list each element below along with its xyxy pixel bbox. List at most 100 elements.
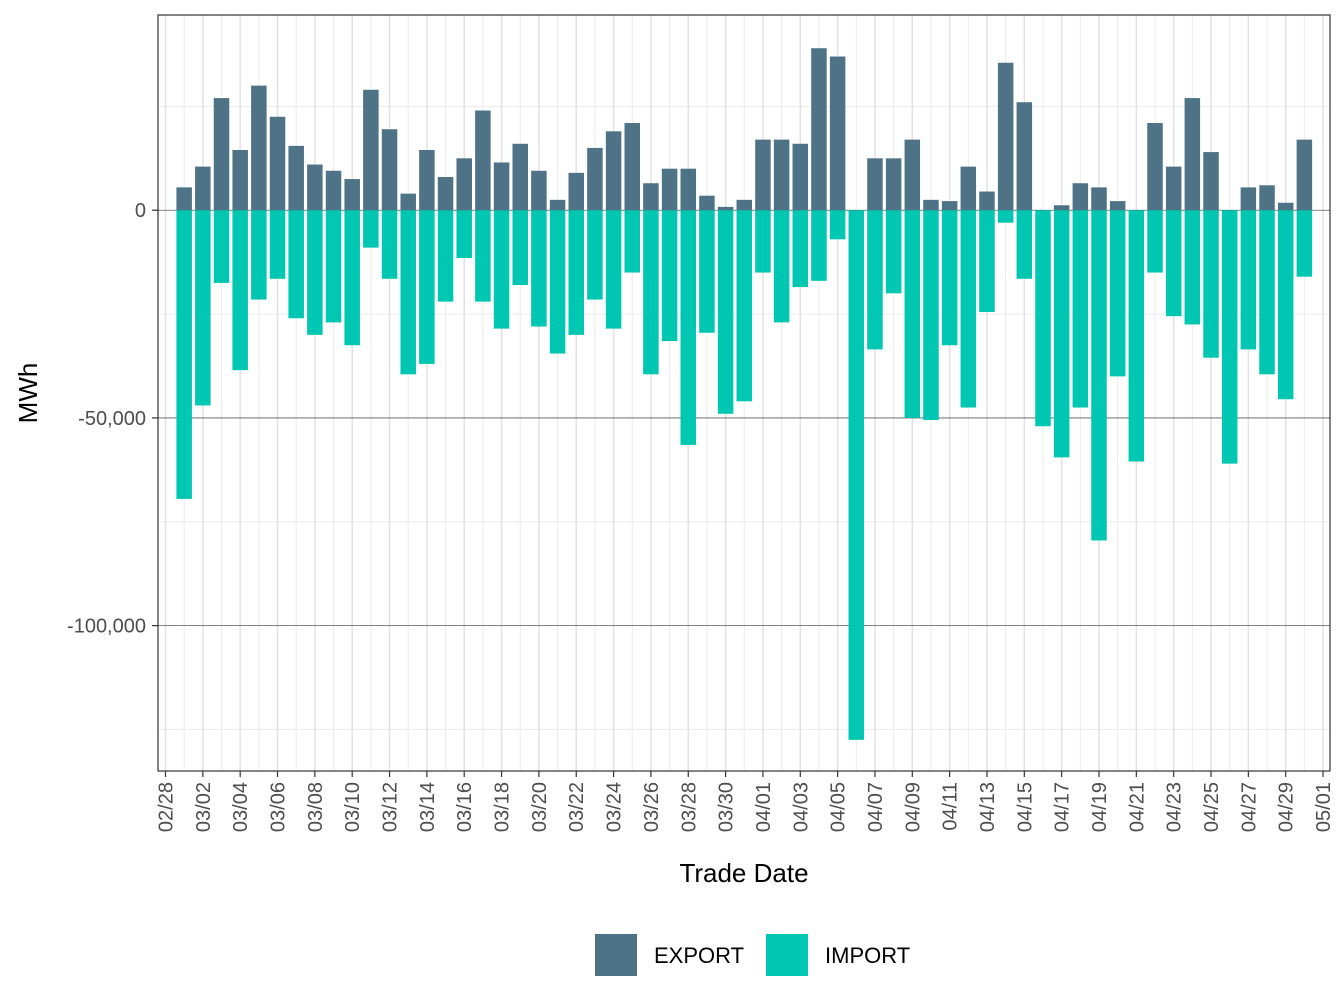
import-bar-03-15 [437,210,454,302]
import-bar-04-08 [885,210,902,294]
export-bar-03-13 [400,193,416,211]
export-bar-03-17 [475,110,491,211]
export-bar-03-08 [307,164,323,211]
import-bar-04-01 [755,210,771,273]
x-tick-label: 03/08 [305,782,327,832]
import-bar-04-03 [792,210,809,288]
export-bar-03-26 [643,183,659,211]
export-bar-03-14 [419,150,435,211]
x-tick-label: 05/01 [1313,782,1335,832]
x-tick-label: 03/18 [492,782,514,832]
import-bar-04-30 [1296,210,1313,277]
export-bar-04-02 [773,139,790,211]
x-tick-label: 03/04 [230,782,252,832]
import-bar-04-14 [997,210,1014,223]
export-bar-03-15 [437,177,454,211]
export-bar-04-12 [960,166,977,211]
import-bar-03-16 [456,210,472,258]
import-bar-04-29 [1277,210,1294,400]
export-bar-04-07 [867,158,883,211]
x-tick-label: 03/02 [193,782,215,832]
import-bar-03-01 [176,210,192,499]
export-legend-swatch [595,934,637,976]
x-tick-label: 04/01 [753,782,775,832]
export-bar-04-17 [1053,205,1070,211]
x-tick-label: 04/03 [790,782,812,832]
import-bar-04-11 [941,210,958,346]
export-bar-04-04 [811,48,827,211]
import-bar-04-04 [811,210,827,281]
x-tick-label: 03/12 [380,782,402,832]
x-tick-label: 04/11 [940,782,962,831]
import-bar-03-25 [624,210,640,273]
x-tick-label: 03/10 [342,782,364,832]
import-bar-03-08 [307,210,323,335]
import-bar-03-27 [661,210,678,342]
export-bar-03-29 [699,195,715,211]
import-bar-03-26 [643,210,659,375]
x-tick-label: 03/16 [454,782,476,832]
export-bar-03-02 [195,166,211,211]
export-bar-03-20 [531,170,547,211]
x-tick-label: 04/23 [1164,782,1186,832]
import-bar-03-22 [568,210,584,335]
export-bar-04-14 [997,62,1014,211]
import-bar-03-10 [344,210,360,346]
y-tick-label: -100,000 [67,616,146,638]
import-bar-04-28 [1259,210,1275,375]
export-bar-04-20 [1109,201,1126,211]
x-tick-label: 04/17 [1052,782,1074,832]
export-bar-04-22 [1147,123,1163,211]
export-bar-03-31 [736,199,753,211]
panel-border [157,14,1331,772]
export-legend-label: EXPORT [654,943,744,968]
export-bar-03-09 [325,170,342,211]
y-axis-title: MWh [13,363,43,424]
import-bar-03-24 [605,210,622,329]
import-bar-03-04 [232,210,248,371]
import-bar-04-07 [867,210,883,350]
export-bar-04-18 [1072,183,1089,211]
import-bar-04-21 [1128,210,1145,462]
import-bar-04-13 [979,210,995,312]
import-bar-03-23 [587,210,603,300]
export-bar-04-09 [904,139,921,211]
x-tick-label: 04/19 [1089,782,1111,832]
import-bar-03-28 [680,210,697,445]
export-bar-03-19 [512,143,528,211]
import-bar-04-16 [1035,210,1051,427]
x-tick-label: 04/07 [865,782,887,832]
x-tick-label: 04/09 [902,782,924,832]
export-bar-03-18 [493,162,510,211]
import-bar-03-07 [288,210,304,319]
export-bar-04-13 [979,191,995,211]
export-bar-04-30 [1296,139,1313,211]
x-tick-label: 03/14 [417,782,439,832]
export-bar-04-23 [1165,166,1182,211]
import-bar-03-20 [531,210,547,327]
import-bar-03-30 [717,210,734,414]
import-bar-03-19 [512,210,528,285]
export-bar-04-08 [885,158,902,211]
import-bar-04-25 [1203,210,1219,358]
export-bar-03-03 [213,98,230,211]
x-tick-label: 03/26 [641,782,663,832]
export-bar-04-11 [941,201,958,211]
export-bar-03-05 [251,85,267,211]
export-bar-03-16 [456,158,472,211]
export-bar-04-15 [1016,102,1033,211]
import-bar-03-17 [475,210,491,302]
export-bar-03-04 [232,150,248,211]
import-bar-04-05 [829,210,846,240]
export-bar-03-06 [269,116,286,211]
import-bar-04-09 [904,210,921,418]
export-bar-03-30 [717,206,734,211]
export-bar-03-12 [381,129,398,211]
x-tick-label: 04/25 [1201,782,1223,832]
x-tick-label: 04/29 [1276,782,1298,832]
import-bar-04-15 [1016,210,1033,279]
import-bar-04-24 [1184,210,1201,325]
import-bar-04-12 [960,210,977,408]
import-bar-03-11 [363,210,379,248]
